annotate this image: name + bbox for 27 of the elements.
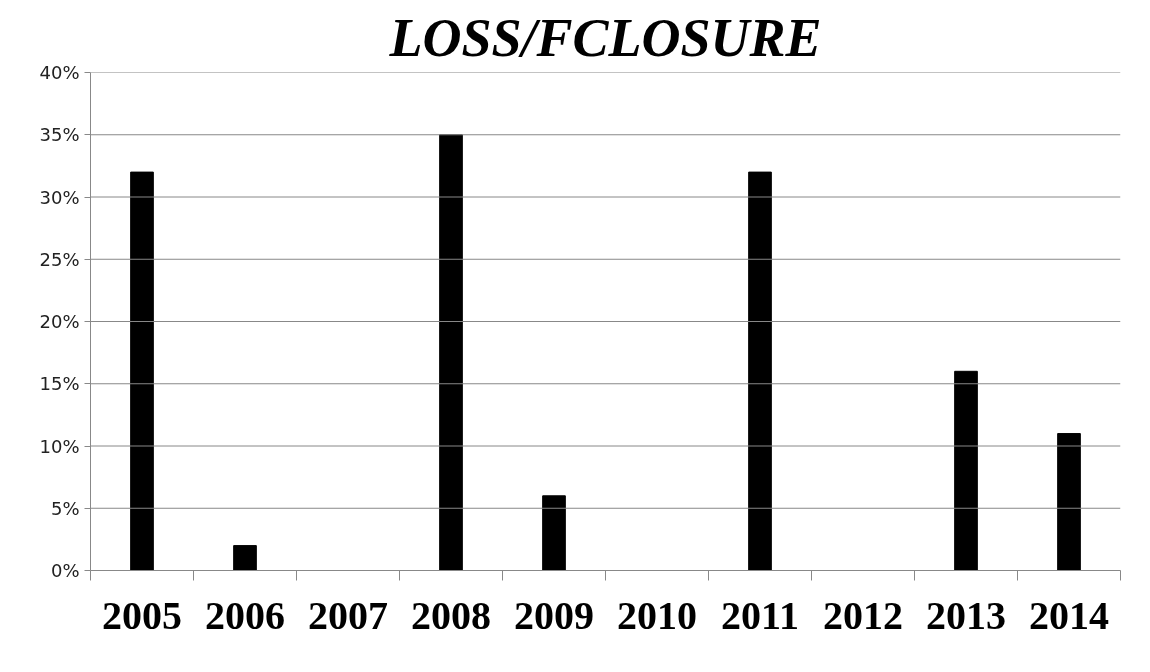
x-tick-label: 2013	[926, 592, 1006, 638]
y-tick-label: 15%	[39, 373, 80, 395]
y-tick-label: 40%	[39, 62, 80, 83]
y-tick-label: 35%	[39, 124, 80, 146]
chart-title: LOSS/FCLOSURE	[388, 7, 822, 68]
bar	[439, 134, 463, 571]
x-tick-label: 2007	[308, 592, 388, 638]
x-tick-label: 2008	[411, 592, 491, 638]
bar	[748, 171, 772, 571]
x-tick-label: 2014	[1029, 592, 1109, 638]
y-tick-label: 5%	[50, 497, 80, 519]
bar	[542, 495, 566, 571]
y-tick-label: 25%	[39, 248, 80, 270]
x-tick-label: 2010	[617, 592, 697, 638]
y-tick-label: 10%	[39, 435, 80, 457]
y-tick-label: 0%	[50, 560, 80, 581]
bar	[233, 545, 257, 571]
bar	[130, 171, 154, 571]
y-tick-label: 30%	[39, 186, 80, 208]
bar	[1057, 433, 1081, 571]
y-tick-label: 20%	[39, 311, 80, 332]
x-tick-label: 2009	[514, 592, 594, 638]
x-tick-label: 2011	[721, 592, 799, 638]
x-tick-label: 2006	[205, 592, 285, 638]
bar	[954, 370, 978, 571]
x-tick-label: 2012	[823, 592, 903, 638]
x-tick-label: 2005	[102, 592, 182, 638]
